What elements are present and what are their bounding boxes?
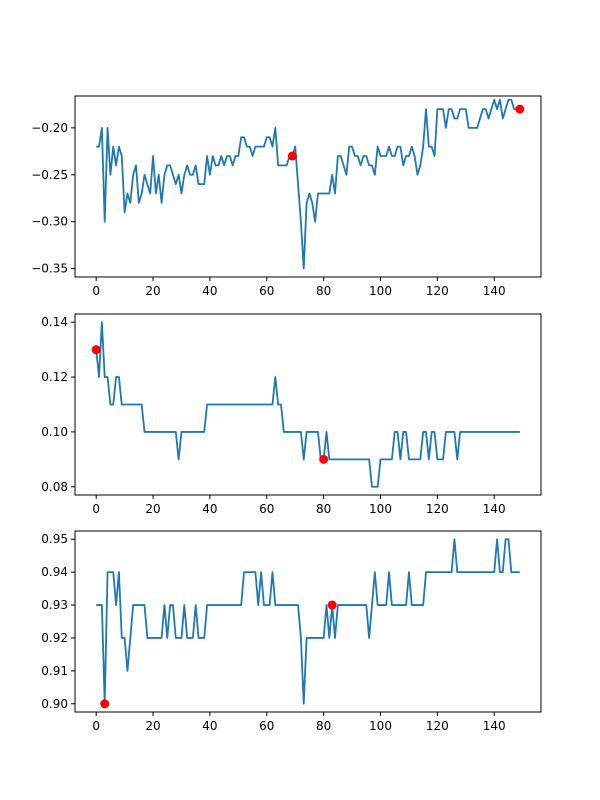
x-tick-label-3-100: 100: [369, 719, 392, 733]
x-tick-label-2-140: 140: [483, 502, 506, 516]
subplot-1: 0 20 40 60 80 100 120 140 −0.35 −0.30 −0.25 −0.20: [31, 95, 542, 298]
y-tick-label-1-3: −0.20: [31, 121, 68, 135]
marker-point-2-1: [91, 345, 101, 355]
y-tick-label-3-2: 0.92: [41, 631, 68, 645]
x-tick-label-2-80: 80: [316, 502, 331, 516]
series-line-3-1: [96, 538, 520, 705]
x-tick-label-2-100: 100: [369, 502, 392, 516]
x-tick-label-2-40: 40: [202, 502, 217, 516]
axes-frame-3: [74, 530, 542, 713]
marker-point-2-2: [319, 454, 329, 464]
x-tick-label-2-60: 60: [259, 502, 274, 516]
series-line-2-1: [95, 321, 520, 488]
y-tick-label-2-2: 0.12: [41, 370, 68, 384]
x-tick-label-1-100: 100: [369, 284, 392, 298]
marker-point-3-2: [327, 600, 337, 610]
y-tick-label-1-1: −0.30: [31, 215, 68, 229]
x-tick-label-3-120: 120: [426, 719, 449, 733]
x-tick-label-1-140: 140: [483, 284, 506, 298]
marker-point-1-1: [287, 151, 297, 161]
x-tick-label-1-60: 60: [259, 284, 274, 298]
x-tick-label-2-20: 20: [145, 502, 160, 516]
y-tick-label-2-1: 0.10: [41, 425, 68, 439]
y-tick-label-2-0: 0.08: [41, 480, 68, 494]
axes-frame-2: [74, 313, 542, 496]
x-tick-label-3-80: 80: [316, 719, 331, 733]
x-tick-label-3-20: 20: [145, 719, 160, 733]
y-tick-label-3-5: 0.95: [41, 532, 68, 546]
subplot-2: 0 20 40 60 80 100 120 140 0.08 0.10 0.12 0.14: [41, 313, 542, 516]
axes-frame-1: [74, 95, 542, 278]
x-tick-label-2-120: 120: [426, 502, 449, 516]
x-tick-label-3-60: 60: [259, 719, 274, 733]
x-tick-label-1-20: 20: [145, 284, 160, 298]
subplot-3: 0 20 40 60 80 100 120 140 0.90 0.91 0.92 0.93 0.94 0.…: [41, 530, 542, 733]
x-tick-label-1-0: 0: [92, 284, 100, 298]
x-tick-label-3-0: 0: [92, 719, 100, 733]
x-tick-label-1-40: 40: [202, 284, 217, 298]
x-tick-label-2-0: 0: [92, 502, 100, 516]
series-line-1-1: [96, 98, 520, 270]
marker-point-3-1: [100, 699, 110, 709]
y-tick-label-1-0: −0.35: [31, 262, 68, 276]
x-tick-label-1-80: 80: [316, 284, 331, 298]
y-tick-label-3-3: 0.93: [41, 598, 68, 612]
y-tick-label-3-4: 0.94: [41, 565, 68, 579]
x-tick-label-3-140: 140: [483, 719, 506, 733]
marker-point-1-2: [515, 104, 525, 114]
x-tick-label-1-120: 120: [426, 284, 449, 298]
x-tick-label-3-40: 40: [202, 719, 217, 733]
y-tick-label-3-0: 0.90: [41, 697, 68, 711]
y-tick-label-3-1: 0.91: [41, 664, 68, 678]
y-tick-label-2-3: 0.14: [41, 315, 68, 329]
y-tick-label-1-2: −0.25: [31, 168, 68, 182]
